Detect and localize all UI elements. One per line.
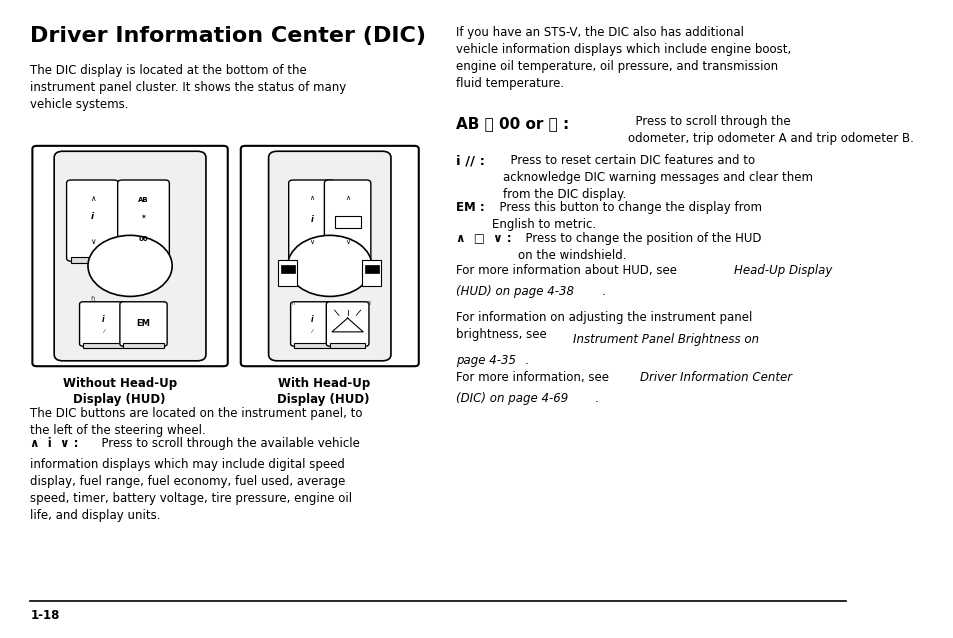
Text: For information on adjusting the instrument panel
brightness, see: For information on adjusting the instrum…: [456, 311, 751, 341]
Text: i: i: [102, 315, 105, 323]
Text: Head-Up Display: Head-Up Display: [733, 263, 831, 277]
FancyBboxPatch shape: [79, 302, 127, 346]
FancyBboxPatch shape: [324, 180, 371, 261]
Text: The DIC display is located at the bottom of the
instrument panel cluster. It sho: The DIC display is located at the bottom…: [30, 64, 346, 111]
Text: i: i: [310, 214, 313, 223]
Text: EM :: EM :: [456, 200, 484, 214]
Text: (DIC) on page 4-69: (DIC) on page 4-69: [456, 392, 567, 405]
Bar: [123, 343, 164, 348]
Bar: [280, 265, 294, 273]
Text: ɦ: ɦ: [91, 297, 94, 302]
Text: 1-18: 1-18: [30, 609, 59, 621]
Text: ⊙: ⊙: [366, 300, 371, 306]
Circle shape: [288, 235, 372, 297]
Bar: [83, 343, 123, 348]
Text: Press to scroll through the available vehicle: Press to scroll through the available ve…: [93, 438, 359, 450]
Text: page 4-35: page 4-35: [456, 354, 516, 367]
FancyBboxPatch shape: [120, 302, 167, 346]
Text: Press to scroll through the
odometer, trip odometer A and trip odometer B.: Press to scroll through the odometer, tr…: [627, 115, 913, 145]
Bar: [364, 265, 378, 273]
FancyBboxPatch shape: [117, 180, 170, 261]
Text: 00: 00: [138, 235, 149, 242]
Bar: [335, 216, 360, 228]
Bar: [71, 256, 113, 263]
Text: For more information, see: For more information, see: [456, 371, 612, 383]
FancyBboxPatch shape: [54, 151, 206, 361]
FancyBboxPatch shape: [289, 180, 335, 261]
Text: ∧: ∧: [90, 193, 95, 203]
Text: EM: EM: [136, 320, 151, 329]
Bar: [294, 343, 330, 348]
Text: .: .: [601, 285, 604, 298]
Bar: [278, 260, 297, 286]
Text: If you have an STS-V, the DIC also has additional
vehicle information displays w: If you have an STS-V, the DIC also has a…: [456, 26, 790, 90]
Text: With Head-Up
Display (HUD): With Head-Up Display (HUD): [277, 377, 370, 406]
Text: (HUD) on page 4-38: (HUD) on page 4-38: [456, 285, 573, 298]
Text: For more information about HUD, see: For more information about HUD, see: [456, 263, 679, 277]
Text: Driver Information Center (DIC): Driver Information Center (DIC): [30, 26, 426, 46]
Text: i: i: [91, 212, 94, 221]
Text: AB: AB: [138, 197, 149, 203]
Text: ∧  i  ∨ :: ∧ i ∨ :: [30, 438, 79, 450]
Text: ɦ: ɦ: [291, 300, 294, 306]
Text: i: i: [311, 315, 313, 323]
Text: ∨: ∨: [345, 239, 350, 244]
FancyBboxPatch shape: [269, 151, 391, 361]
Bar: [329, 256, 366, 262]
Text: Press to reset certain DIC features and to
acknowledge DIC warning messages and : Press to reset certain DIC features and …: [503, 154, 813, 201]
FancyBboxPatch shape: [32, 146, 228, 366]
Text: ∧: ∧: [309, 195, 314, 201]
FancyBboxPatch shape: [326, 302, 369, 346]
Text: .: .: [594, 392, 598, 405]
Text: Press to change the position of the HUD
on the windshield.: Press to change the position of the HUD …: [517, 232, 760, 262]
Text: Instrument Panel Brightness on: Instrument Panel Brightness on: [573, 333, 759, 346]
Bar: [293, 256, 331, 262]
FancyBboxPatch shape: [240, 146, 418, 366]
Text: AB 玉 00 or 玉 :: AB 玉 00 or 玉 :: [456, 116, 568, 131]
Text: information displays which may include digital speed
display, fuel range, fuel e: information displays which may include d…: [30, 457, 352, 521]
Text: ∧: ∧: [345, 195, 350, 201]
Bar: [122, 256, 165, 263]
Text: ∧  □  ∨ :: ∧ □ ∨ :: [456, 232, 511, 245]
Text: ∨: ∨: [309, 239, 314, 244]
Text: Driver Information Center: Driver Information Center: [639, 371, 791, 383]
Circle shape: [88, 235, 172, 297]
Text: Without Head-Up
Display (HUD): Without Head-Up Display (HUD): [63, 377, 176, 406]
Text: i // :: i // :: [456, 154, 484, 167]
Text: Press this button to change the display from
English to metric.: Press this button to change the display …: [492, 200, 761, 230]
Text: .: .: [524, 354, 528, 367]
Text: ✶: ✶: [140, 214, 147, 220]
Text: ∨: ∨: [90, 237, 95, 246]
FancyBboxPatch shape: [291, 302, 333, 346]
Bar: [330, 343, 365, 348]
Text: The DIC buttons are located on the instrument panel, to
the left of the steering: The DIC buttons are located on the instr…: [30, 407, 362, 437]
Bar: [362, 260, 381, 286]
FancyBboxPatch shape: [67, 180, 118, 261]
